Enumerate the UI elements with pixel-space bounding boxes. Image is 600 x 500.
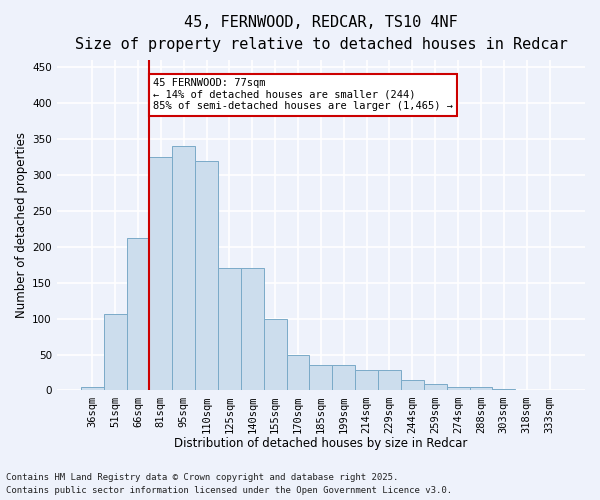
Title: 45, FERNWOOD, REDCAR, TS10 4NF
Size of property relative to detached houses in R: 45, FERNWOOD, REDCAR, TS10 4NF Size of p… [74, 15, 567, 52]
Bar [332, 366, 355, 390]
Text: Contains HM Land Registry data © Crown copyright and database right 2025.
Contai: Contains HM Land Registry data © Crown c… [6, 474, 452, 495]
Bar [310, 366, 332, 390]
Bar [424, 384, 446, 390]
Y-axis label: Number of detached properties: Number of detached properties [15, 132, 28, 318]
Bar [104, 314, 127, 390]
Bar [241, 268, 264, 390]
Bar [493, 389, 515, 390]
Bar [172, 146, 195, 390]
Bar [470, 387, 493, 390]
Bar [218, 268, 241, 390]
Bar [149, 157, 172, 390]
Bar [355, 370, 378, 390]
Bar [127, 238, 149, 390]
Bar [264, 318, 287, 390]
X-axis label: Distribution of detached houses by size in Redcar: Distribution of detached houses by size … [174, 437, 467, 450]
Text: 45 FERNWOOD: 77sqm
← 14% of detached houses are smaller (244)
85% of semi-detach: 45 FERNWOOD: 77sqm ← 14% of detached hou… [153, 78, 453, 112]
Bar [195, 161, 218, 390]
Bar [446, 387, 470, 390]
Bar [401, 380, 424, 390]
Bar [378, 370, 401, 390]
Bar [287, 354, 310, 390]
Bar [81, 387, 104, 390]
